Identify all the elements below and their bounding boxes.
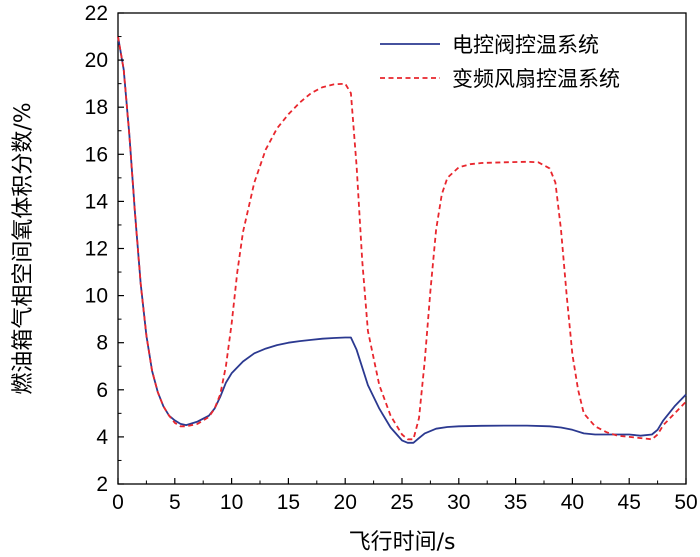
x-tick-label: 0: [112, 491, 124, 514]
x-tick-label: 15: [277, 491, 300, 514]
y-tick-label: 20: [85, 49, 108, 72]
y-tick-label: 12: [85, 238, 108, 261]
legend-label-2: 变频风扇控温系统: [452, 67, 620, 91]
series-line-2: [117, 36, 687, 441]
y-tick-label: 10: [85, 285, 108, 308]
x-tick-label: 50: [674, 491, 697, 514]
y-tick-label: 18: [85, 96, 108, 119]
x-axis-title: 飞行时间/s: [349, 530, 456, 555]
x-tick-label: 40: [561, 491, 584, 514]
x-tick-label: 30: [447, 491, 470, 514]
legend-label-1: 电控阀控温系统: [452, 33, 599, 57]
y-tick-label: 22: [85, 2, 108, 25]
y-tick-label: 6: [96, 379, 108, 402]
y-tick-label: 16: [85, 143, 108, 166]
x-tick-label: 20: [334, 491, 357, 514]
y-tick-label: 4: [96, 426, 108, 449]
x-tick-label: 25: [390, 491, 413, 514]
series-line-1: [117, 36, 687, 444]
x-tick-label: 10: [220, 491, 243, 514]
y-tick-label: 2: [96, 473, 108, 496]
x-tick-label: 35: [504, 491, 527, 514]
y-tick-label: 14: [85, 190, 109, 213]
x-tick-label: 45: [618, 491, 641, 514]
y-tick-label: 8: [96, 332, 108, 355]
y-axis-title: 燃油箱气相空间氧体积分数/%: [11, 102, 36, 394]
x-tick-label: 5: [169, 491, 181, 514]
